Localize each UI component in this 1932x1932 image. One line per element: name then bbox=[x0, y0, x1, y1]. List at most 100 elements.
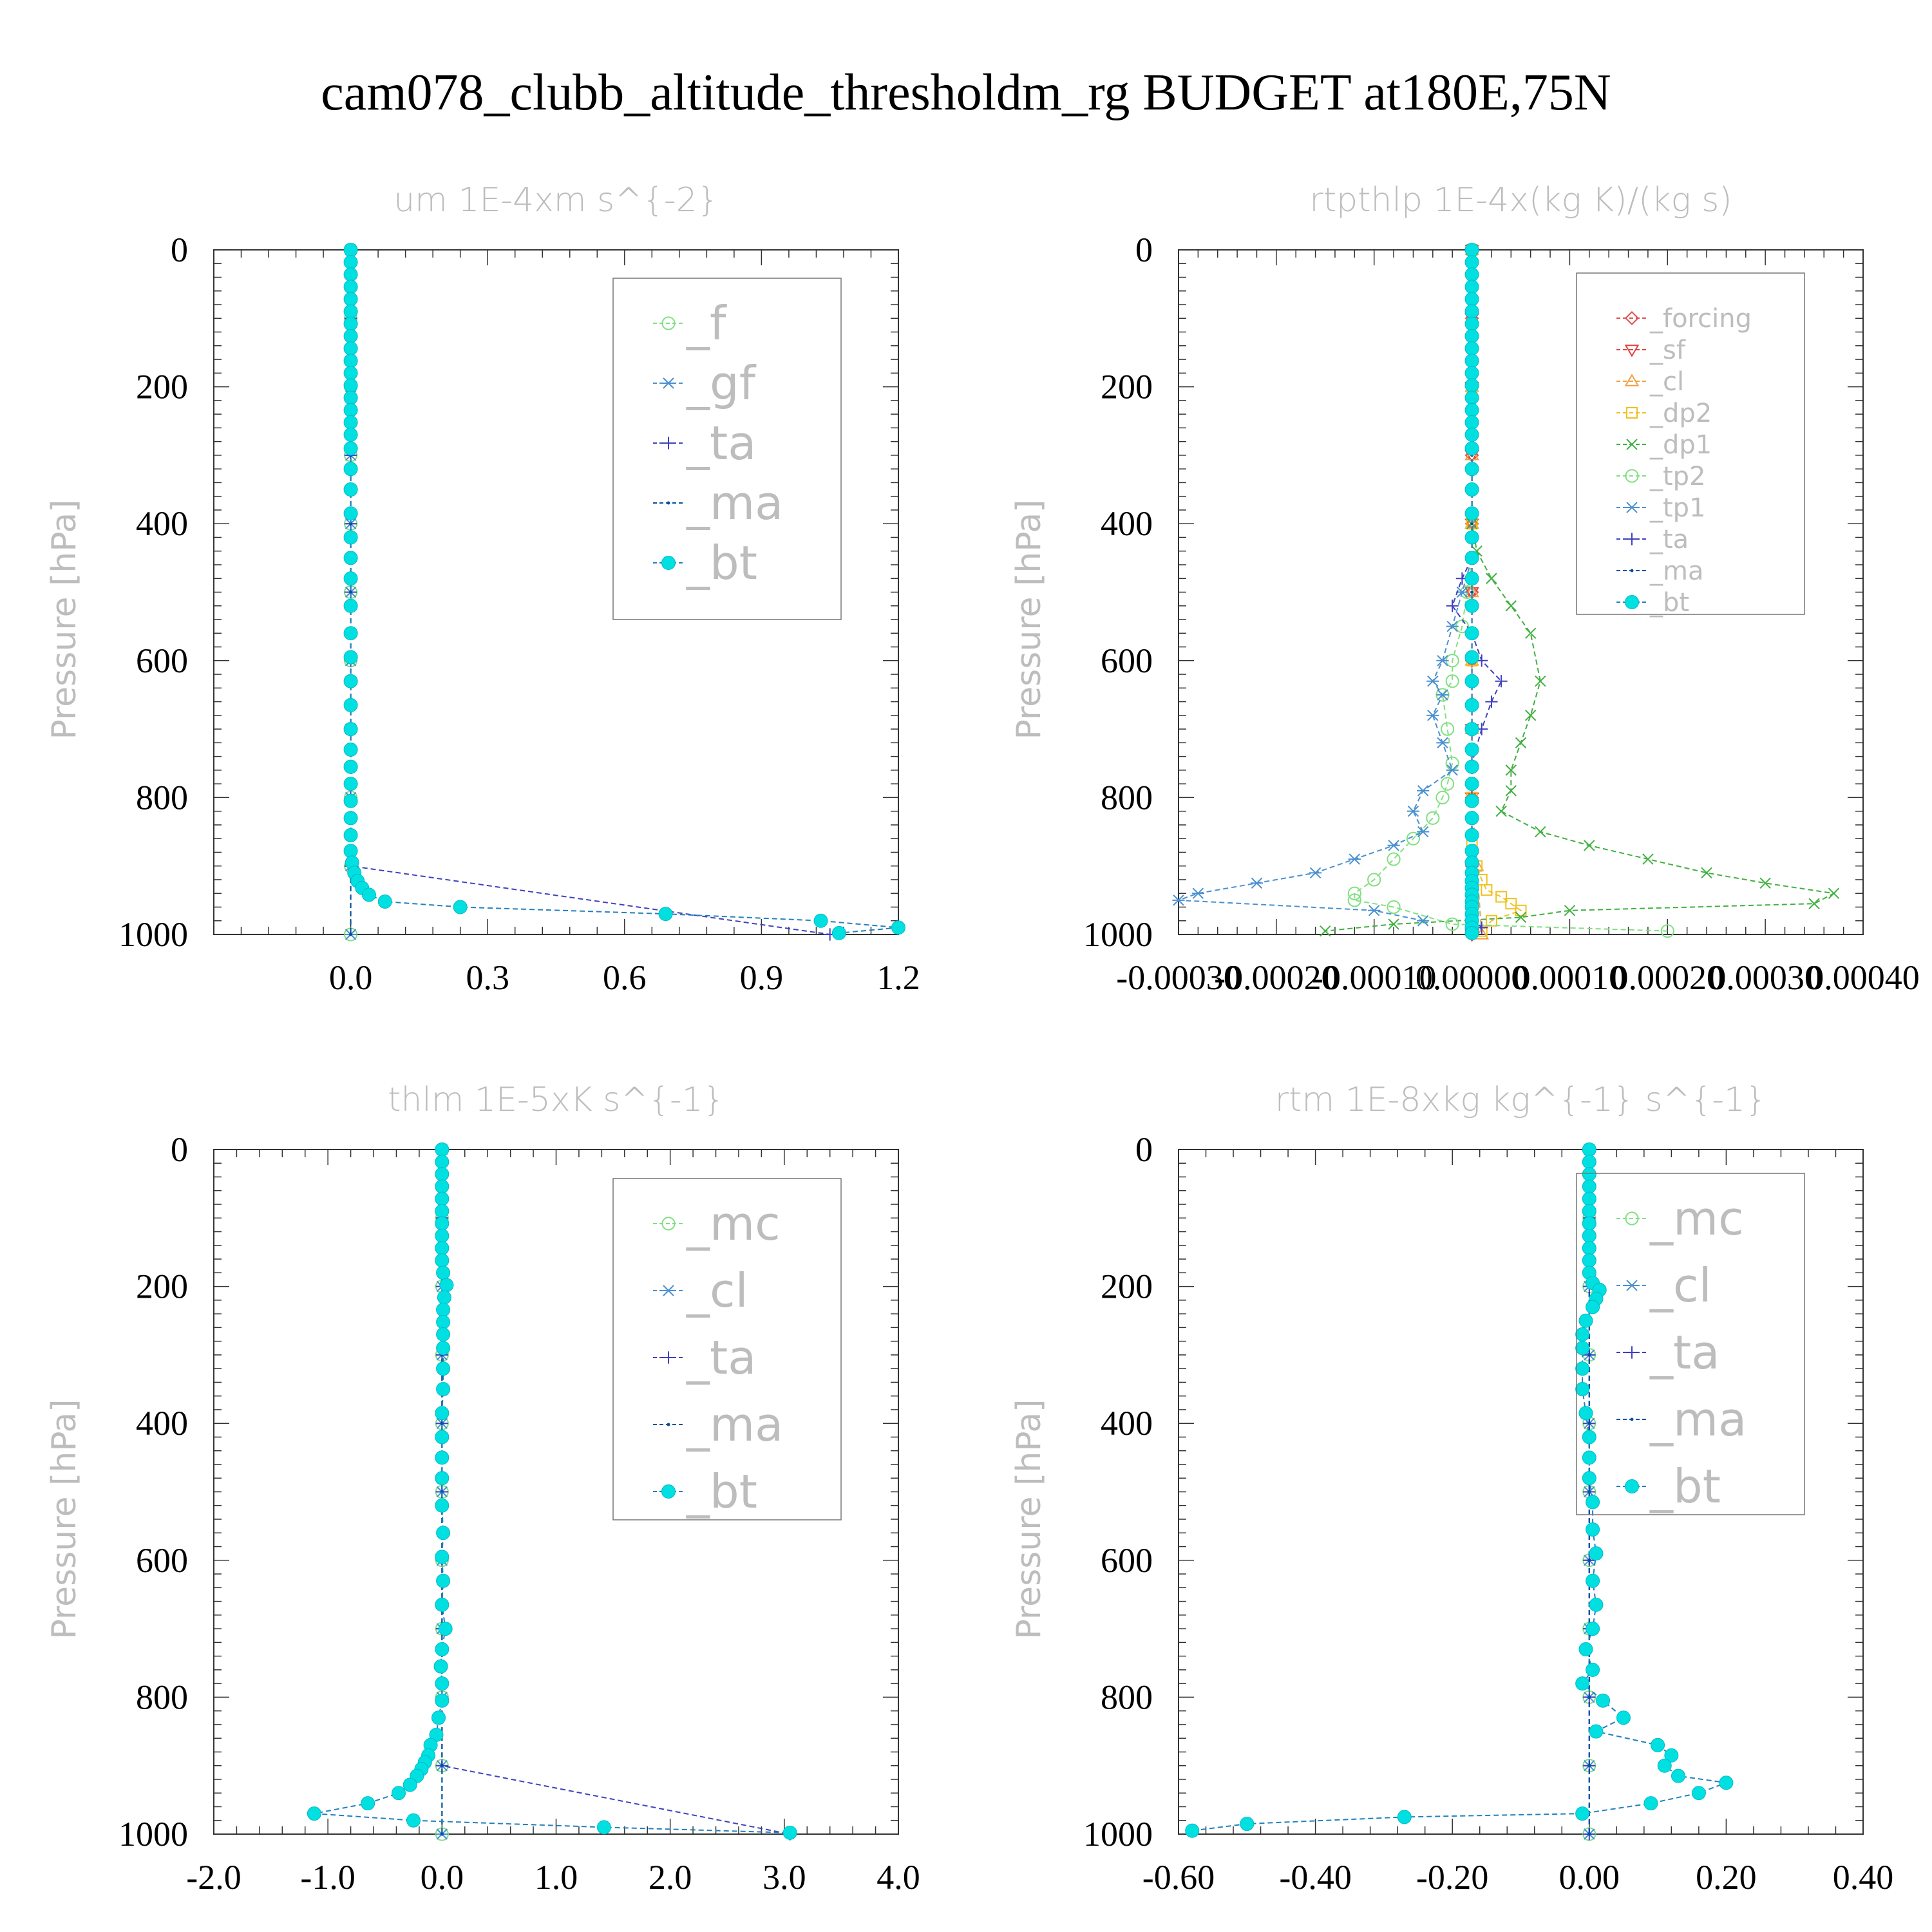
data-point bbox=[440, 1832, 444, 1836]
data-point bbox=[436, 1341, 451, 1356]
y-tick-label: 1000 bbox=[118, 915, 188, 954]
data-point bbox=[1464, 304, 1479, 319]
y-tick-label: 200 bbox=[136, 368, 188, 406]
data-point bbox=[1445, 674, 1459, 688]
x-tick-label: 1.0 bbox=[535, 1858, 578, 1897]
legend-marker bbox=[661, 1484, 676, 1499]
data-point bbox=[440, 1764, 444, 1768]
data-point bbox=[1464, 482, 1479, 497]
data-point bbox=[436, 1327, 451, 1342]
data-point bbox=[1578, 1642, 1593, 1656]
data-point bbox=[1464, 441, 1479, 456]
data-point bbox=[343, 328, 358, 343]
data-point bbox=[891, 920, 905, 935]
data-point bbox=[1582, 1142, 1596, 1157]
data-point bbox=[1464, 722, 1479, 737]
legend-entry: _bt bbox=[686, 536, 757, 590]
data-point bbox=[1495, 805, 1507, 817]
data-point bbox=[1495, 675, 1508, 688]
legend-marker bbox=[1624, 310, 1640, 326]
data-point bbox=[1643, 1796, 1658, 1811]
data-point bbox=[1464, 292, 1479, 307]
y-axis-label: Pressure [hPa] bbox=[45, 500, 84, 740]
panel-title: rtpthlp 1E-4x(kg K)/(kg s) bbox=[1309, 181, 1732, 220]
legend-entry: _bt bbox=[1649, 1459, 1721, 1513]
y-ticks bbox=[1178, 249, 1864, 935]
x-tick-label: -0.20 bbox=[1416, 1858, 1488, 1897]
data-point bbox=[343, 571, 358, 586]
data-point bbox=[435, 1191, 450, 1206]
y-tick-label: 0 bbox=[171, 1130, 188, 1169]
data-point bbox=[1589, 1597, 1604, 1612]
series-line-ta bbox=[350, 250, 830, 935]
data-point bbox=[343, 304, 358, 319]
data-point bbox=[1464, 697, 1479, 712]
panel-title: rtm 1E-8xkg kg^{-1} s^{-1} bbox=[1275, 1081, 1766, 1119]
series-line-dp1 bbox=[1325, 250, 1836, 932]
y-tick-label: 1000 bbox=[118, 1815, 188, 1853]
data-point bbox=[349, 933, 353, 936]
data-point bbox=[1587, 1421, 1591, 1425]
data-point bbox=[1586, 1573, 1600, 1588]
data-point bbox=[1582, 1204, 1596, 1218]
y-tick-label: 0 bbox=[1135, 1130, 1153, 1169]
data-point bbox=[1464, 354, 1479, 368]
data-point bbox=[1417, 785, 1430, 797]
legend-entry: _bt bbox=[686, 1464, 757, 1519]
data-point bbox=[435, 1498, 450, 1513]
legend-entry: _ma bbox=[686, 476, 783, 530]
x-tick-label: -0.00020 bbox=[1214, 958, 1338, 997]
series-line-bt bbox=[1192, 1150, 1727, 1832]
y-tick-label: 200 bbox=[1101, 368, 1153, 406]
legend-entry: _ta bbox=[686, 1331, 756, 1385]
data-point bbox=[433, 1659, 448, 1674]
legend-marker bbox=[1625, 595, 1639, 609]
data-point bbox=[1582, 1253, 1596, 1268]
data-point bbox=[1587, 1490, 1591, 1493]
data-point bbox=[435, 1179, 450, 1194]
data-point bbox=[1309, 867, 1322, 879]
data-point bbox=[1587, 1695, 1591, 1699]
data-point bbox=[436, 1265, 451, 1280]
legend-marker bbox=[1625, 1346, 1638, 1359]
legend-entry: _mc bbox=[1649, 1191, 1744, 1245]
data-point bbox=[1701, 867, 1712, 879]
x-tick-label: -0.60 bbox=[1142, 1858, 1215, 1897]
x-tick-label: -0.00010 bbox=[1312, 958, 1436, 997]
data-point bbox=[1524, 627, 1537, 639]
x-tick-label: 0.40 bbox=[1833, 1858, 1894, 1897]
legend-marker bbox=[1625, 1280, 1638, 1291]
data-point bbox=[1347, 893, 1361, 907]
data-point bbox=[1586, 1622, 1600, 1636]
y-tick-label: 800 bbox=[136, 778, 188, 817]
data-point bbox=[307, 1806, 321, 1821]
data-point bbox=[1446, 620, 1459, 632]
data-point bbox=[1464, 328, 1479, 343]
x-tick-label: 0.20 bbox=[1696, 1858, 1757, 1897]
x-tick-label: 0.0 bbox=[329, 958, 373, 997]
data-point bbox=[1524, 710, 1537, 721]
data-point bbox=[343, 650, 358, 665]
data-point bbox=[1584, 840, 1595, 851]
legend-marker bbox=[661, 316, 676, 330]
data-point bbox=[1464, 793, 1479, 808]
legend-entry: _forcing bbox=[1649, 304, 1752, 334]
data-point bbox=[1436, 689, 1449, 701]
data-point bbox=[1426, 710, 1439, 721]
legend-entry: _ma bbox=[1649, 556, 1703, 586]
data-point bbox=[1464, 551, 1479, 565]
data-point bbox=[440, 1490, 444, 1493]
data-point bbox=[1464, 243, 1479, 257]
data-point bbox=[1582, 1167, 1596, 1182]
data-point bbox=[1436, 737, 1449, 749]
data-point bbox=[1464, 777, 1479, 791]
legend-entry: _tp2 bbox=[1649, 462, 1706, 491]
data-point bbox=[343, 462, 358, 477]
series-markers-tp1 bbox=[1172, 244, 1479, 927]
data-point bbox=[343, 428, 358, 442]
data-point bbox=[1582, 1191, 1596, 1206]
data-point bbox=[782, 1825, 797, 1840]
data-point bbox=[1582, 1228, 1596, 1243]
legend-marker bbox=[1625, 502, 1638, 513]
data-point bbox=[343, 722, 358, 737]
